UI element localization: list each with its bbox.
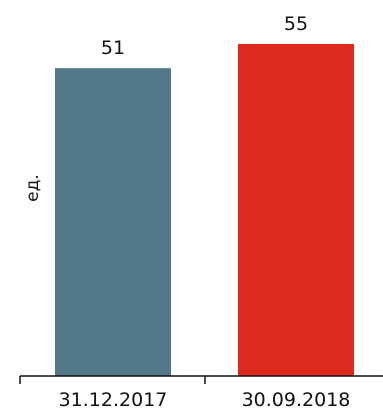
value-label-1: 51 <box>101 37 125 59</box>
bars-group <box>55 44 354 377</box>
bar-1 <box>55 68 171 377</box>
value-label-2: 55 <box>284 13 308 35</box>
category-label-2: 30.09.2018 <box>242 389 351 410</box>
bar-2 <box>238 44 354 376</box>
category-labels-group: 31.12.2017 30.09.2018 <box>59 389 351 410</box>
x-ticks-group <box>19 376 206 384</box>
value-labels-group: 51 55 <box>101 13 308 59</box>
category-label-1: 31.12.2017 <box>59 389 168 410</box>
y-axis-label: ед. <box>23 174 43 202</box>
